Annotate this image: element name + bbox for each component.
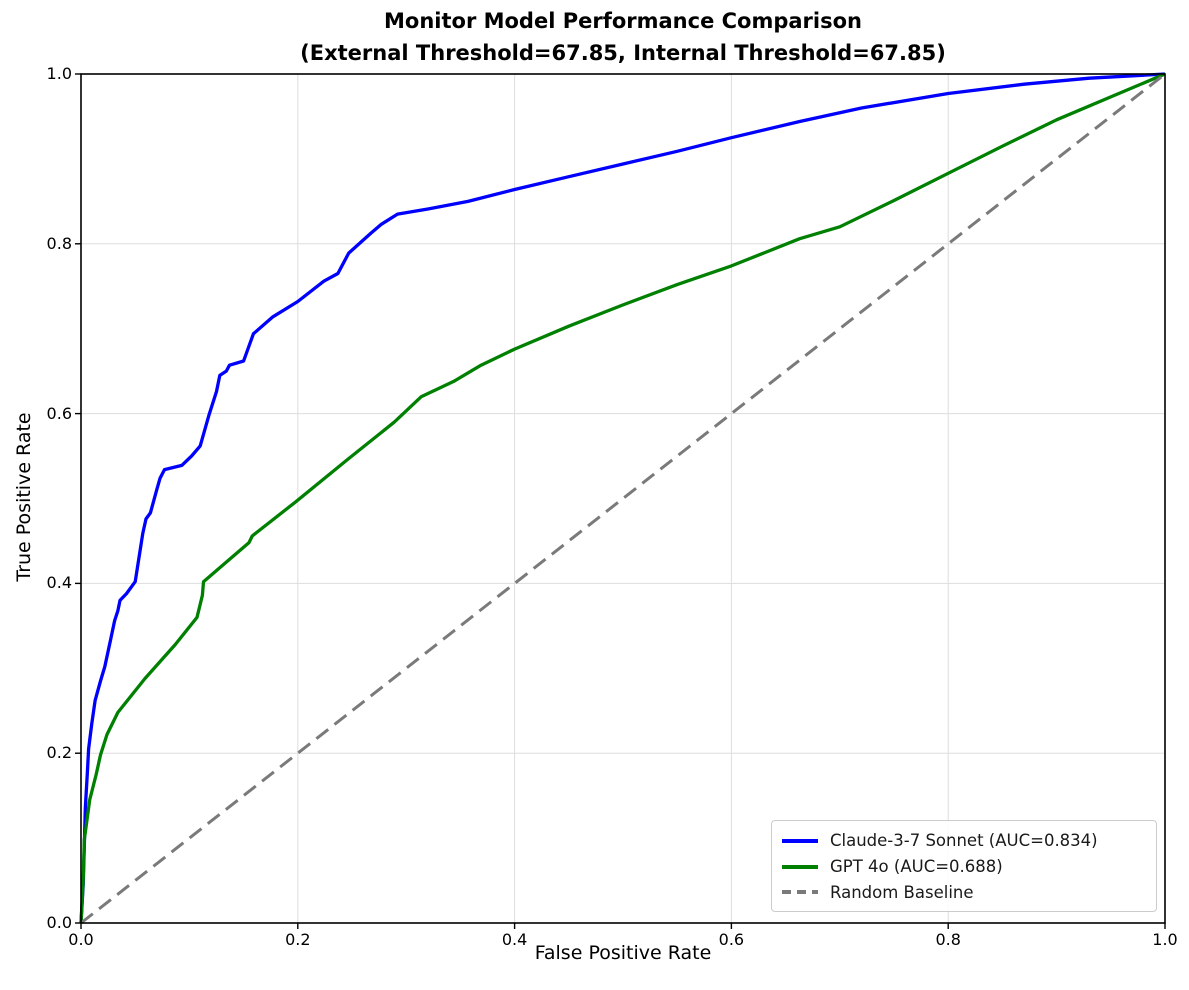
x-tick-label: 0.4 [501, 930, 528, 949]
y-tick-label: 0.8 [46, 233, 72, 253]
legend-label-gpt4o: GPT 4o (AUC=0.688) [830, 857, 1003, 876]
legend-line-baseline-icon [782, 890, 818, 895]
y-tick-label: 0.2 [46, 743, 72, 763]
plot-border [80, 73, 1166, 924]
gridlines [80, 73, 1166, 924]
roc-curve-2 [80, 72, 1166, 925]
axis-tick-marks [75, 73, 1166, 929]
y-tick-label: 0.4 [46, 573, 72, 593]
x-tick-label: 0.2 [285, 930, 311, 949]
legend-label-claude: Claude-3-7 Sonnet (AUC=0.834) [830, 831, 1098, 851]
roc-curve-1 [79, 72, 1166, 924]
legend: Claude-3-7 Sonnet (AUC=0.834) GPT 4o (AU… [771, 820, 1157, 912]
legend-item-claude: Claude-3-7 Sonnet (AUC=0.834) [782, 828, 1146, 854]
roc-curve-0 [79, 72, 1166, 924]
y-axis-label: True Positive Rate [13, 412, 35, 582]
legend-item-gpt4o: GPT 4o (AUC=0.688) [782, 854, 1146, 880]
legend-label-baseline: Random Baseline [830, 882, 974, 902]
chart-title-line-1: Monitor Model Performance Comparison [384, 9, 862, 33]
x-tick-label: 1.0 [1152, 930, 1178, 949]
y-tick-label: 1.0 [46, 64, 72, 83]
legend-line-claude-icon [782, 838, 818, 843]
x-tick-label: 0.0 [68, 930, 94, 949]
chart-title-line-2: (External Threshold=67.85, Internal Thre… [300, 41, 946, 65]
y-tick-label: 0.0 [46, 913, 72, 932]
x-axis-label: False Positive Rate [534, 942, 712, 964]
y-tick-label: 0.6 [46, 403, 72, 423]
legend-item-baseline: Random Baseline [782, 879, 1146, 905]
legend-line-gpt4o-icon [782, 864, 818, 869]
x-tick-label: 0.6 [718, 930, 745, 949]
x-tick-label: 0.8 [935, 930, 961, 949]
roc-curves [79, 72, 1166, 925]
